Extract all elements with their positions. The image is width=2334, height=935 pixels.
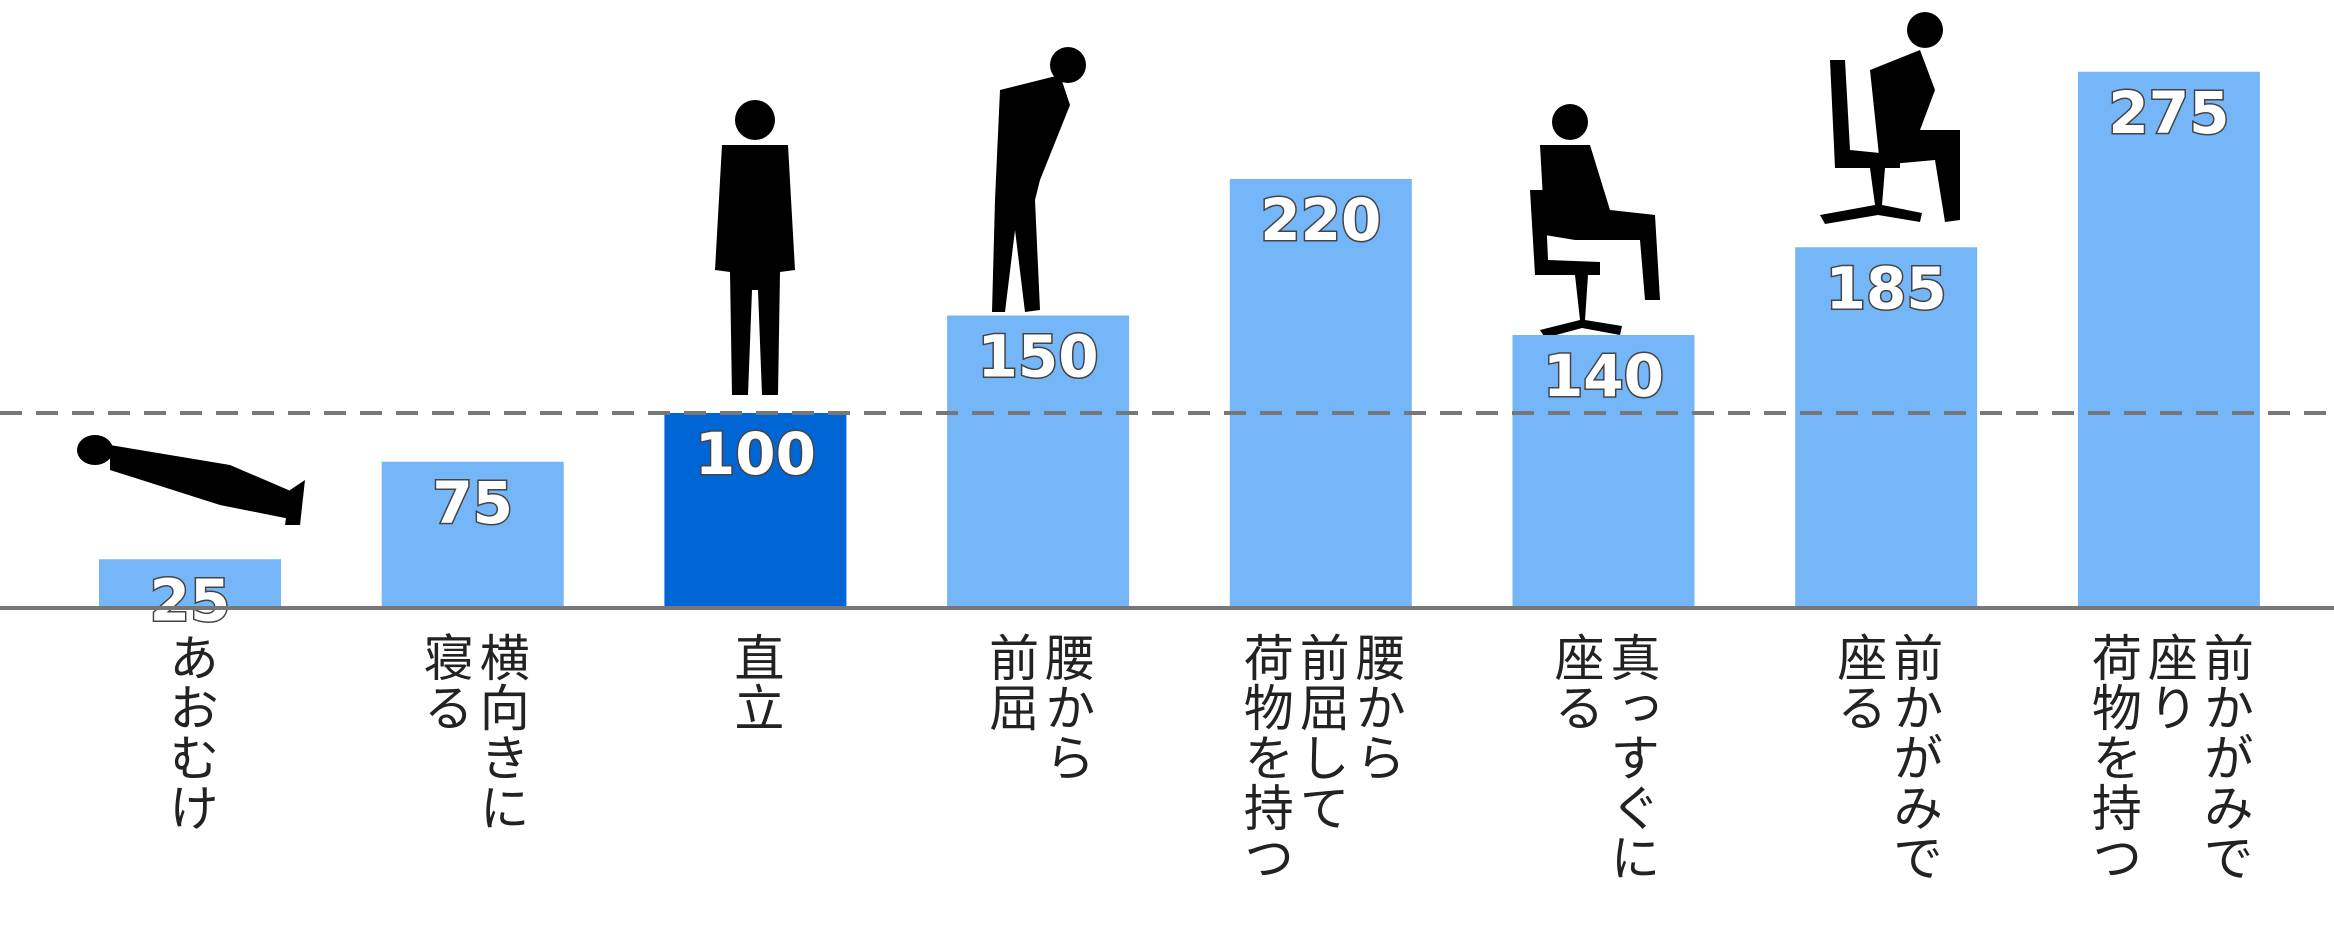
value-label: 140 xyxy=(1543,342,1664,410)
value-label: 75 xyxy=(432,469,513,537)
value-label: 25 xyxy=(150,566,231,634)
chart: 25 75 100 150 220 140 185 275 あおむけ 横向きに 寝る 直立 腰から … xyxy=(0,0,2334,935)
category-label: あおむけ xyxy=(162,632,218,832)
bar xyxy=(2078,72,2260,608)
category-label: 腰から 前屈して 荷物を持つ xyxy=(1237,632,1405,882)
plot: 25 75 100 150 220 140 185 275 xyxy=(0,0,2334,935)
category-label: 真っすぐに 座る xyxy=(1548,632,1660,882)
category-label: 横向きに 寝る xyxy=(417,632,529,832)
value-label: 100 xyxy=(695,420,816,488)
value-label: 275 xyxy=(2108,79,2229,147)
value-label: 185 xyxy=(1826,254,1947,322)
value-label: 150 xyxy=(978,323,1099,391)
category-label: 前かがみで 座り 荷物を持つ xyxy=(2085,632,2253,882)
category-label: 直立 xyxy=(727,632,783,732)
category-label: 前かがみで 座る xyxy=(1830,632,1942,882)
value-label: 220 xyxy=(1260,186,1381,254)
category-label: 腰から 前屈 xyxy=(982,632,1094,782)
